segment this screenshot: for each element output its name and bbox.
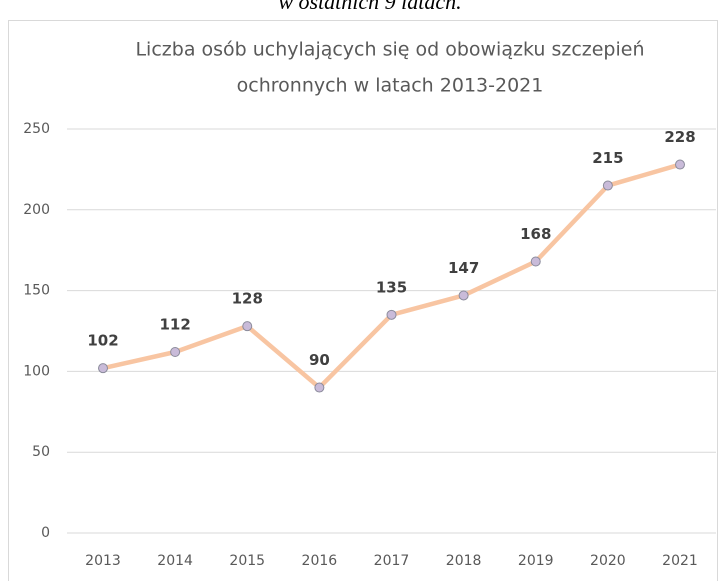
x-tick-label: 2016 (302, 553, 338, 569)
data-label: 128 (232, 290, 263, 308)
x-tick-label: 2021 (662, 553, 698, 569)
chart-frame (8, 20, 718, 581)
data-label: 135 (376, 278, 407, 296)
y-tick-label: 150 (23, 283, 50, 299)
point-marker (675, 159, 685, 170)
chart-title: ochronnych w latach 2013-2021 (237, 75, 544, 97)
caption: w ostatnich 9 latach. (278, 0, 461, 14)
data-label: 215 (592, 149, 623, 167)
chart-title: Liczba osób uchylających się od obowiązk… (135, 39, 644, 61)
x-tick-label: 2017 (374, 553, 410, 569)
x-tick-label: 2014 (157, 553, 193, 569)
data-label: 228 (664, 128, 695, 146)
point-marker (242, 321, 253, 332)
point-marker (602, 180, 613, 191)
y-tick-label: 200 (23, 202, 50, 218)
data-label: 112 (159, 316, 190, 334)
x-tick-label: 2018 (446, 553, 482, 569)
point-marker (170, 347, 181, 358)
x-tick-label: 2015 (229, 553, 265, 569)
x-tick-label: 2020 (590, 553, 626, 569)
data-label: 147 (448, 259, 479, 277)
point-marker (530, 256, 541, 267)
point-marker (98, 363, 108, 374)
point-marker (314, 382, 325, 393)
y-tick-label: 50 (32, 444, 50, 460)
data-label: 168 (520, 225, 551, 243)
y-tick-label: 250 (23, 121, 50, 137)
x-tick-label: 2019 (518, 553, 554, 569)
data-label: 90 (309, 351, 330, 369)
x-tick-label: 2013 (85, 553, 121, 569)
y-tick-label: 0 (41, 525, 50, 541)
data-label: 102 (87, 332, 118, 350)
y-tick-label: 100 (23, 363, 50, 379)
point-marker (458, 290, 469, 301)
point-marker (386, 309, 397, 320)
